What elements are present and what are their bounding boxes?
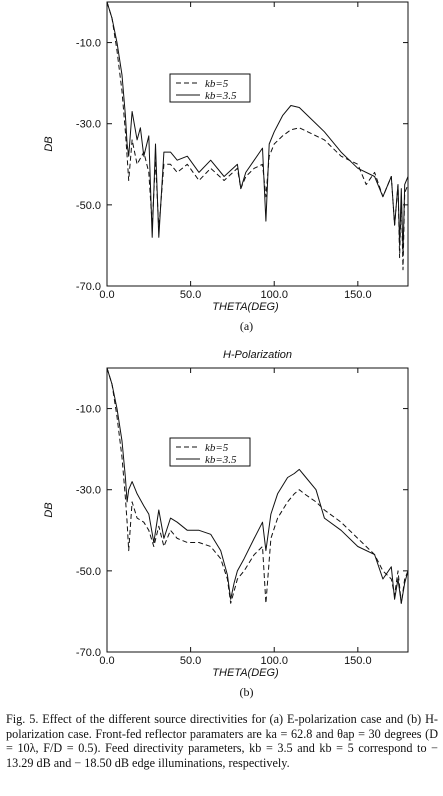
- y-axis-label: DB: [43, 502, 55, 517]
- y-tick-label: -70.0: [76, 647, 101, 659]
- y-tick-label: -10.0: [76, 404, 101, 416]
- series-line-kb-3-5: [106, 367, 409, 604]
- legend-entry: kb=5: [205, 442, 229, 454]
- y-axis-label: DB: [43, 136, 55, 151]
- series-line-kb-3-5: [106, 1, 409, 254]
- panel-label: (a): [240, 319, 253, 333]
- y-tick-label: -70.0: [76, 281, 101, 293]
- y-tick-label: -30.0: [76, 119, 101, 131]
- y-tick-label: -30.0: [76, 485, 101, 497]
- chart-panel-b: 0.0 50.0 100.0 150.0 -10.0 -30.0 -50.0 -70.0 THE…: [43, 349, 409, 699]
- legend-box: [169, 73, 251, 103]
- plot-frame: [106, 1, 409, 287]
- chart-panel-a: 0.0 50.0 100.0 150.0 -10.0 -30.0 -50.0 -70.0 THE…: [43, 1, 409, 333]
- figure-caption: Fig. 5. Effect of the different source d…: [6, 712, 438, 770]
- y-tick-label: -50.0: [76, 200, 101, 212]
- legend-entry: kb=5: [205, 78, 229, 90]
- chart-title: H-Polarization: [223, 349, 292, 361]
- x-axis-label: THETA(DEG): [212, 667, 279, 679]
- x-tick-label: 100.0: [260, 655, 288, 667]
- legend-box: [169, 437, 251, 467]
- x-tick-label: 50.0: [180, 655, 201, 667]
- x-tick-label: 0.0: [99, 655, 114, 667]
- y-tick-label: -10.0: [76, 38, 101, 50]
- x-tick-label: 0.0: [99, 289, 114, 301]
- x-tick-label: 150.0: [344, 289, 372, 301]
- y-tick-label: -50.0: [76, 566, 101, 578]
- plot-frame: [106, 367, 409, 653]
- x-tick-label: 50.0: [180, 289, 201, 301]
- series-line-kb-5: [106, 367, 409, 604]
- x-axis-label: THETA(DEG): [212, 301, 279, 313]
- x-tick-label: 100.0: [260, 289, 288, 301]
- panel-label: (b): [240, 685, 254, 699]
- legend-entry: kb=3.5: [205, 90, 237, 102]
- x-tick-label: 150.0: [344, 655, 372, 667]
- legend-entry: kb=3.5: [205, 454, 237, 466]
